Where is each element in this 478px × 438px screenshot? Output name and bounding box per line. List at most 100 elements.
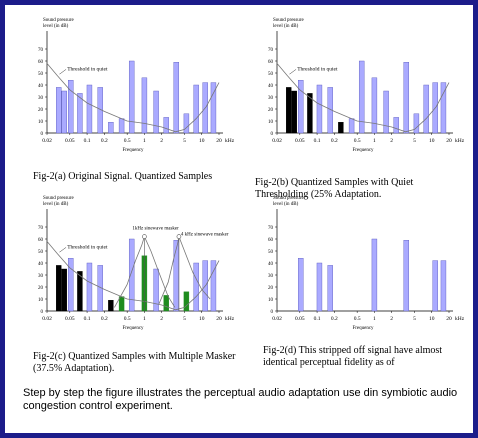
- x-tick-label: 0.1: [84, 138, 91, 144]
- y-axis-label: Sound pressure level (in dB): [43, 18, 74, 29]
- chart-b: Sound pressure level (in dB) 0 10 20 30 40 50 60…: [268, 18, 465, 153]
- bar: [61, 90, 67, 134]
- bar: [286, 87, 292, 134]
- bar: [432, 260, 438, 312]
- y-tick-label: 50: [268, 250, 274, 255]
- chart-panel-c: Sound pressure level (in dB) 0 10 20 30 40 50 60…: [19, 195, 245, 335]
- x-tick-label: 0.2: [331, 138, 338, 144]
- y-tick-label: 20: [38, 108, 44, 113]
- bar: [440, 82, 447, 134]
- bar: [128, 238, 135, 312]
- y-tick-label: 40: [268, 84, 274, 89]
- y-tick-label: 40: [38, 84, 44, 89]
- bar: [77, 271, 83, 312]
- caption-d: Fig-2(d) This stripped off signal have a…: [263, 345, 443, 368]
- x-tick-label: 0.2: [331, 316, 338, 322]
- x-tick-label: 20: [446, 138, 452, 144]
- x-tick-label: 1: [143, 138, 146, 144]
- bar: [68, 258, 74, 312]
- y-tick-label: 30: [268, 274, 274, 279]
- chart-panel-d: Sound pressure level (in dB) 0 10 20 30 40 50 60…: [249, 195, 475, 335]
- x-tick-label: 1: [373, 316, 376, 322]
- x-tick-label: 10: [199, 138, 205, 144]
- x-tick-label: 0.05: [295, 138, 305, 144]
- y-tick-label: 30: [38, 274, 44, 279]
- y-tick-label: 50: [38, 250, 44, 255]
- x-tick-label: 20: [446, 316, 452, 322]
- bar: [210, 260, 217, 312]
- bar: [77, 93, 83, 134]
- x-tick-label: 0.02: [42, 316, 52, 322]
- threshold-curve: [276, 63, 450, 133]
- bar: [193, 84, 199, 134]
- bar: [141, 77, 148, 134]
- bar: [403, 62, 410, 134]
- x-tick-label: 5: [183, 138, 186, 144]
- y-axis-label: Sound pressure level (in dB): [273, 196, 304, 207]
- x-axis-label: Frequency: [122, 148, 144, 153]
- x-tick-label: 5: [413, 316, 416, 322]
- bar: [316, 262, 323, 312]
- x-tick-label: 2: [160, 316, 163, 322]
- bar: [358, 60, 365, 134]
- masker-marker: [142, 234, 147, 239]
- bar: [291, 90, 297, 134]
- y-tick-label: 40: [38, 262, 44, 267]
- chart-c: Sound pressure level (in dB) 0 10 20 30 40 50 60…: [38, 196, 235, 331]
- x-tick-label: 2: [160, 138, 163, 144]
- threshold-pointer: [59, 69, 67, 75]
- x-tick-label: 20: [216, 316, 222, 322]
- x-tick-label: 0.1: [84, 316, 91, 322]
- x-tick-label: 0.05: [65, 316, 75, 322]
- y-axis-label-line-1: Sound pressure: [273, 196, 304, 201]
- y-tick-label: 0: [41, 310, 44, 315]
- x-tick-label: 10: [199, 316, 205, 322]
- x-tick-label: 0.02: [272, 138, 282, 144]
- y-axis-label-line-1: Sound pressure: [273, 18, 304, 23]
- bar: [403, 240, 410, 312]
- y-tick-label: 10: [38, 298, 44, 303]
- y-tick-label: 60: [38, 238, 44, 243]
- x-tick-label: 0.05: [65, 138, 75, 144]
- threshold-label: Threshold in quiet: [67, 67, 108, 73]
- x-axis-label: Frequency: [352, 326, 374, 331]
- threshold-label: Threshold in quiet: [67, 245, 108, 251]
- y-tick-label: 10: [268, 120, 274, 125]
- y-tick-label: 40: [268, 262, 274, 267]
- x-tick-label: 2: [390, 138, 393, 144]
- x-tick-label: 0.2: [101, 316, 108, 322]
- y-tick-label: 50: [268, 72, 274, 77]
- y-axis-label-line-2: level (in dB): [43, 24, 69, 29]
- x-tick-label: 2: [390, 316, 393, 322]
- masker-label: 1kHz sinewave masker: [132, 227, 179, 232]
- x-tick-label: 0.5: [124, 138, 131, 144]
- y-tick-label: 30: [268, 96, 274, 101]
- y-tick-label: 10: [38, 120, 44, 125]
- bar: [128, 60, 135, 134]
- summary-text: Step by step the figure illustrates the …: [23, 387, 458, 412]
- bar: [183, 291, 190, 312]
- x-tick-label: 0.02: [42, 138, 52, 144]
- y-tick-label: 30: [38, 96, 44, 101]
- bar: [298, 80, 304, 134]
- x-tick-label: 1: [143, 316, 146, 322]
- bar: [108, 299, 114, 312]
- y-tick-label: 50: [38, 72, 44, 77]
- bar: [61, 268, 67, 312]
- bar: [153, 268, 159, 312]
- bar: [86, 84, 93, 134]
- x-tick-label: 20: [216, 138, 222, 144]
- chart-a: Sound pressure level (in dB) 0 10 20 30 40 50 60…: [38, 18, 235, 153]
- bar: [118, 296, 125, 312]
- bar: [97, 87, 103, 134]
- y-tick-label: 20: [38, 286, 44, 291]
- bar: [338, 121, 344, 134]
- y-tick-label: 60: [268, 60, 274, 65]
- x-tick-label: 5: [413, 138, 416, 144]
- masker-label: 4 kHz sinewave masker: [181, 233, 229, 238]
- caption-a: Fig-2(a) Original Signal. Quantized Samp…: [33, 171, 213, 182]
- y-tick-label: 10: [268, 298, 274, 303]
- y-axis-label: Sound pressure level (in dB): [273, 18, 304, 29]
- bar: [383, 90, 389, 134]
